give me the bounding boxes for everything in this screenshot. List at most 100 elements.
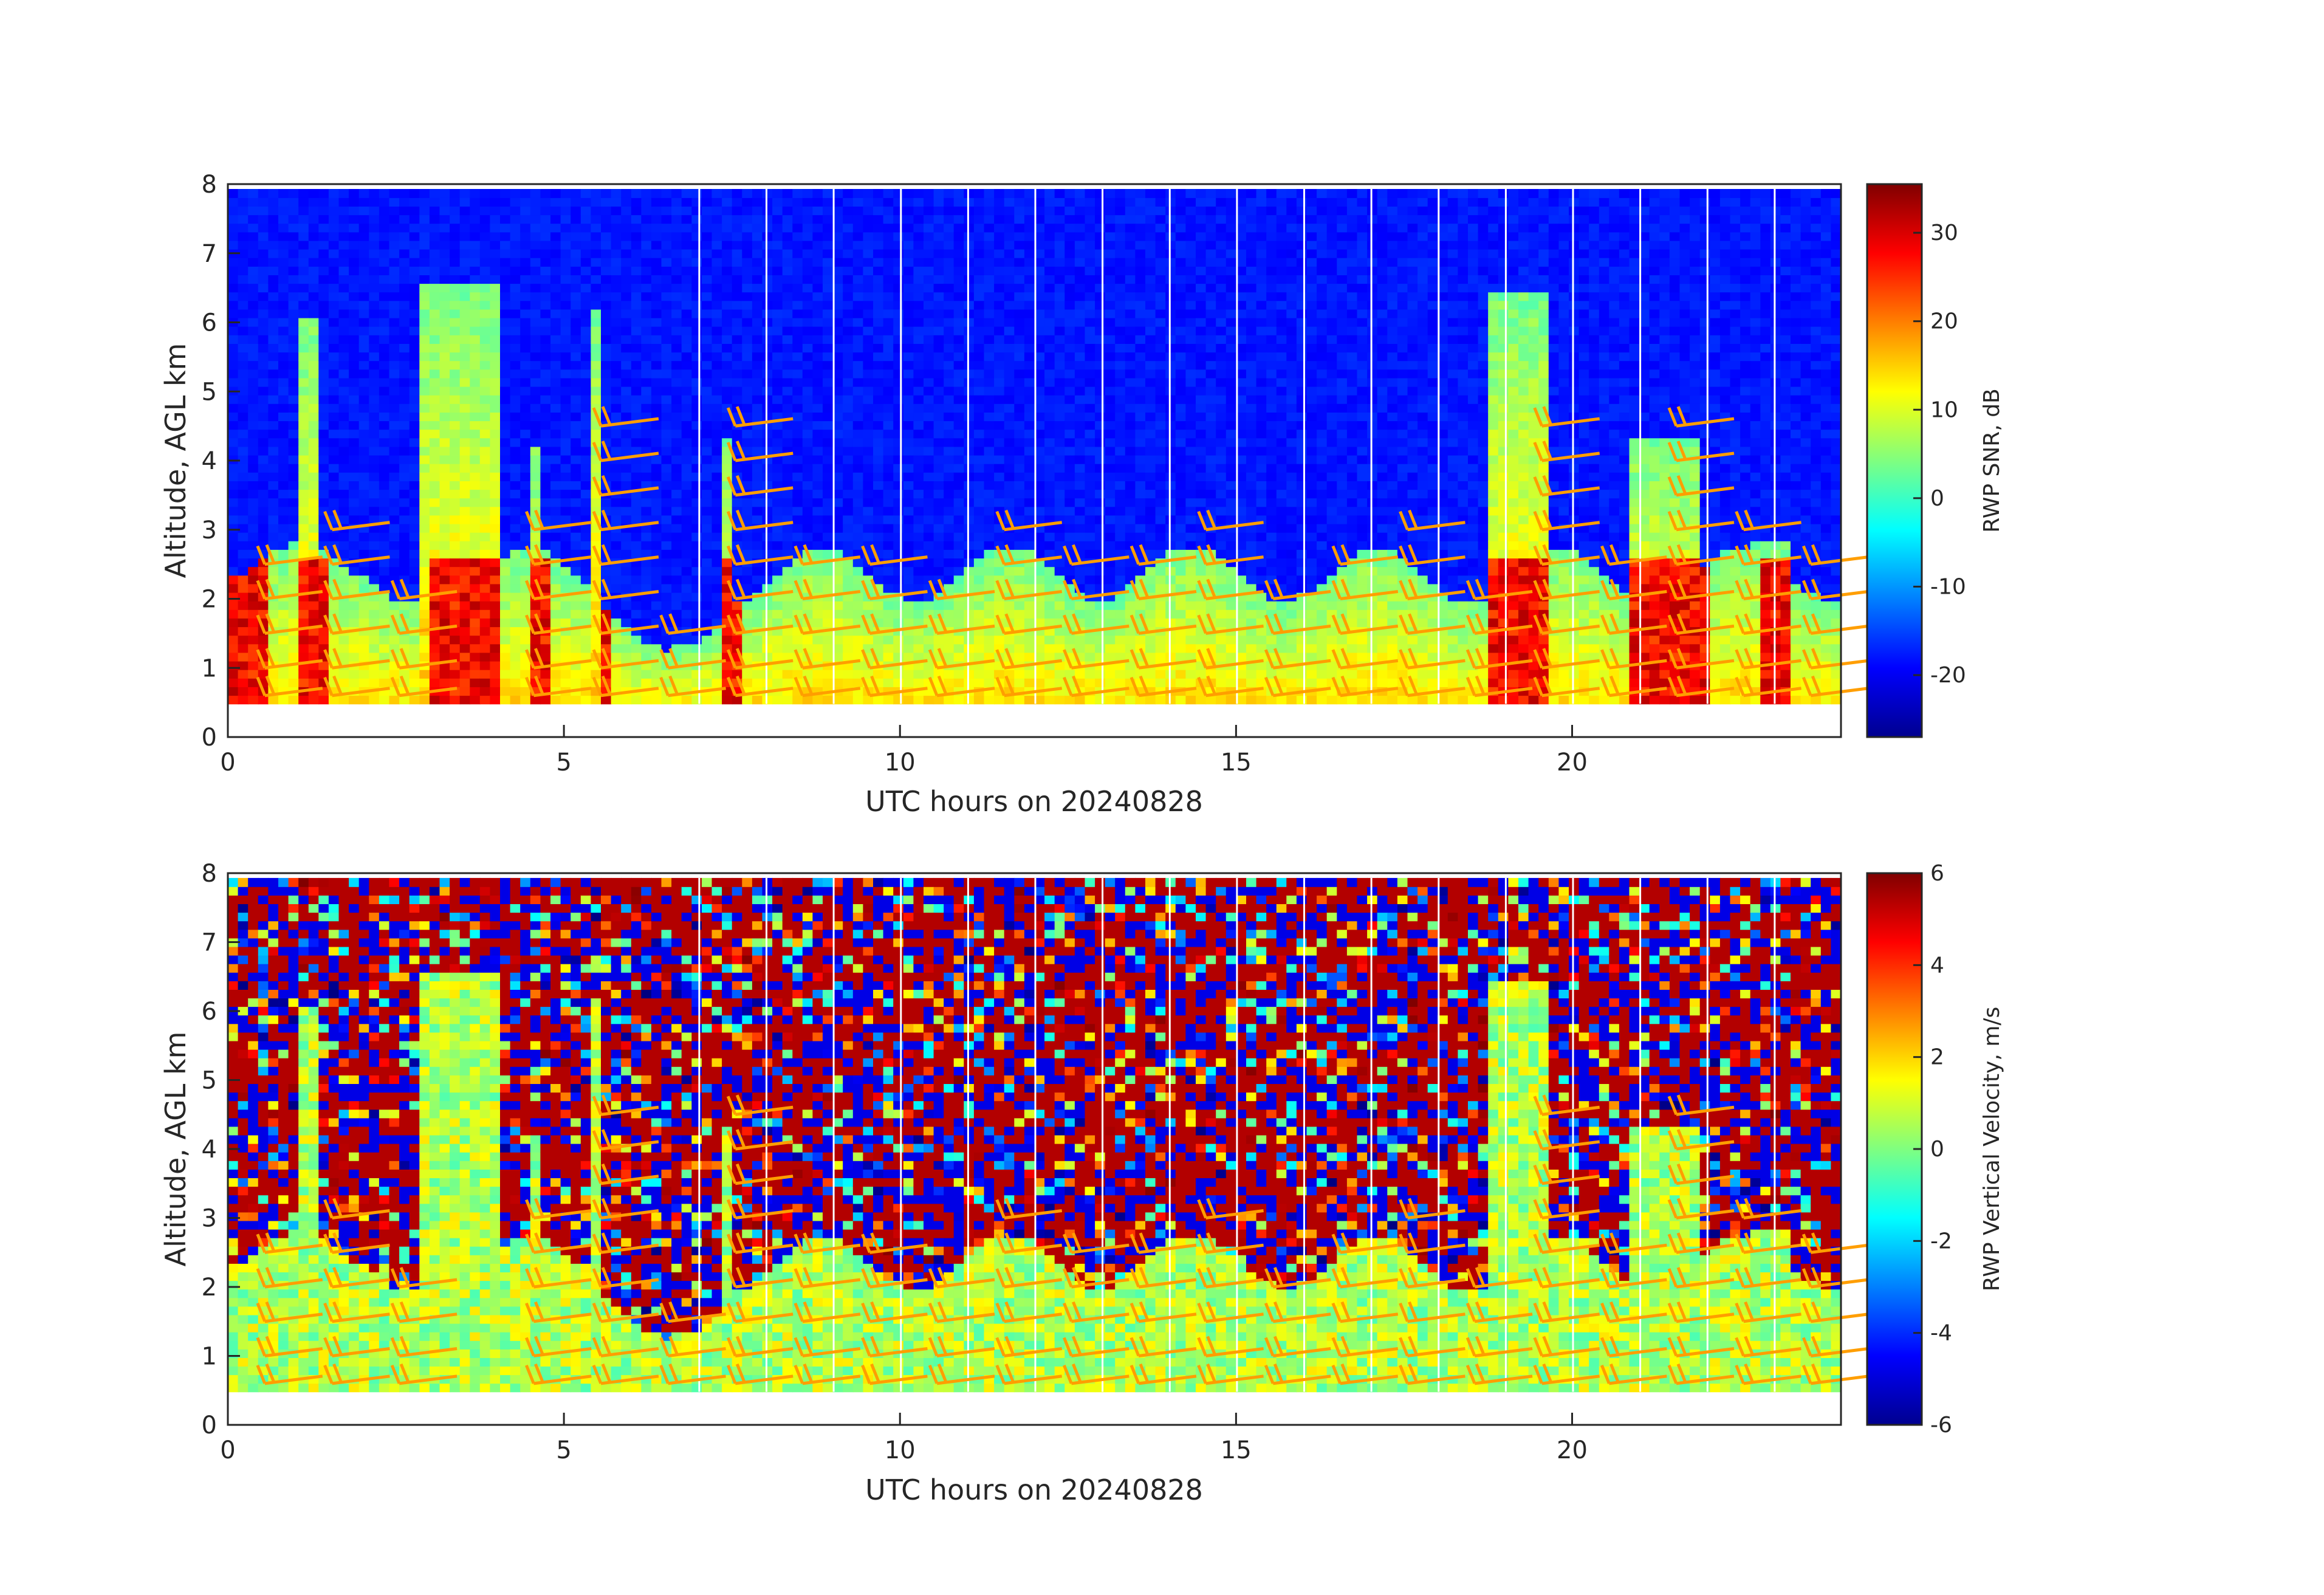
heatmap-cell	[924, 292, 934, 301]
heatmap-cell	[944, 532, 954, 541]
heatmap-cell	[853, 352, 863, 361]
heatmap-cell	[359, 464, 369, 473]
heatmap-cell	[379, 566, 389, 575]
heatmap-cell	[278, 189, 289, 198]
heatmap-cell	[691, 318, 702, 327]
heatmap-cell	[812, 258, 823, 267]
heatmap-cell	[571, 532, 581, 541]
heatmap-cell	[1024, 241, 1035, 250]
heatmap-cell	[530, 403, 541, 413]
heatmap-cell	[934, 498, 944, 507]
heatmap-cell	[561, 197, 571, 207]
heatmap-cell	[510, 369, 521, 379]
heatmap-cell	[238, 214, 249, 224]
heatmap-cell	[228, 283, 238, 292]
heatmap-cell	[893, 335, 903, 344]
heatmap-cell	[460, 318, 470, 327]
heatmap-cell	[621, 214, 631, 224]
heatmap-cell	[682, 309, 692, 318]
heatmap-cell	[1014, 258, 1024, 267]
heatmap-cell	[440, 558, 450, 567]
heatmap-cell	[500, 429, 510, 438]
heatmap-cell	[399, 275, 410, 284]
heatmap-cell	[974, 378, 984, 387]
heatmap-cell	[591, 249, 601, 258]
heatmap-cell	[712, 670, 722, 679]
heatmap-cell	[843, 266, 853, 275]
heatmap-cell	[450, 549, 460, 558]
heatmap-cell	[228, 429, 238, 438]
heatmap-cell	[783, 197, 793, 207]
heatmap-cell	[540, 258, 550, 267]
heatmap-cell	[289, 584, 299, 593]
heatmap-cell	[329, 224, 339, 233]
heatmap-cell	[752, 464, 763, 473]
heatmap-cell	[228, 309, 238, 318]
heatmap-cell	[691, 249, 702, 258]
heatmap-cell	[581, 343, 591, 352]
heatmap-cell	[359, 515, 369, 524]
heatmap-cell	[581, 258, 591, 267]
heatmap-cell	[843, 403, 853, 413]
heatmap-cell	[369, 241, 379, 250]
heatmap-cell	[258, 249, 269, 258]
heatmap-cell	[792, 326, 803, 335]
heatmap-cell	[318, 360, 329, 369]
heatmap-cell	[742, 241, 752, 250]
heatmap-cell	[571, 309, 581, 318]
heatmap-cell	[1014, 189, 1024, 198]
heatmap-cell	[410, 326, 420, 335]
heatmap-cell	[611, 609, 622, 619]
heatmap-cell	[1004, 481, 1015, 490]
heatmap-cell	[309, 369, 319, 379]
heatmap-cell	[974, 189, 984, 198]
heatmap-cell	[772, 541, 783, 550]
heatmap-cell	[843, 481, 853, 490]
heatmap-cell	[611, 507, 622, 516]
heatmap-cell	[460, 489, 470, 498]
heatmap-cell	[651, 532, 662, 541]
heatmap-cell	[863, 455, 873, 464]
heatmap-cell	[812, 618, 823, 627]
heatmap-cell	[480, 412, 490, 421]
heatmap-cell	[278, 678, 289, 687]
heatmap-cell	[419, 472, 430, 481]
heatmap-cell	[278, 575, 289, 585]
heatmap-cell	[873, 635, 883, 644]
heatmap-cell	[298, 224, 309, 233]
heatmap-cell	[440, 378, 450, 387]
heatmap-cell	[470, 429, 480, 438]
heatmap-cell	[318, 395, 329, 404]
heatmap-cell	[278, 566, 289, 575]
heatmap-cell	[450, 214, 460, 224]
heatmap-cell	[691, 584, 702, 593]
heatmap-cell	[783, 352, 793, 361]
heatmap-cell	[641, 395, 651, 404]
heatmap-cell	[934, 447, 944, 456]
heatmap-cell	[974, 455, 984, 464]
heatmap-cell	[621, 678, 631, 687]
heatmap-cell	[379, 258, 389, 267]
heatmap-cell	[359, 232, 369, 241]
heatmap-cell	[410, 618, 420, 627]
heatmap-cell	[490, 292, 500, 301]
heatmap-cell	[510, 214, 521, 224]
heatmap-cell	[389, 420, 400, 430]
heatmap-cell	[913, 515, 924, 524]
heatmap-cell	[924, 447, 934, 456]
heatmap-cell	[671, 515, 682, 524]
heatmap-cell	[621, 301, 631, 310]
heatmap-cell	[268, 395, 278, 404]
heatmap-cell	[752, 481, 763, 490]
heatmap-cell	[913, 447, 924, 456]
heatmap-cell	[309, 232, 319, 241]
heatmap-cell	[994, 438, 1004, 447]
heatmap-cell	[954, 541, 964, 550]
heatmap-cell	[238, 301, 249, 310]
heatmap-cell	[248, 464, 258, 473]
heatmap-cell	[309, 489, 319, 498]
heatmap-cell	[671, 224, 682, 233]
heatmap-cell	[682, 224, 692, 233]
heatmap-cell	[712, 189, 722, 198]
heatmap-cell	[853, 455, 863, 464]
